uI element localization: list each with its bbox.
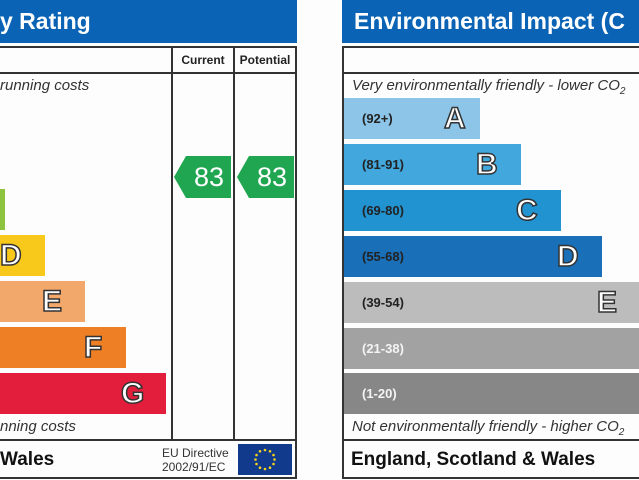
bottom-caption: nning costs	[0, 418, 76, 435]
column-potential-header: Potential	[239, 53, 291, 67]
directive-line: 2002/91/EC	[162, 460, 226, 474]
divider	[342, 477, 639, 479]
footer-region: Wales	[0, 449, 55, 470]
band-letter: C	[515, 193, 538, 228]
current-rating-arrow: 83	[174, 156, 231, 198]
divider	[233, 46, 235, 440]
eu-flag-icon	[238, 444, 292, 475]
band-b: (81-91) B	[344, 144, 521, 185]
band-letter: D	[556, 239, 579, 274]
band-letter: D	[0, 238, 22, 273]
band-g: (1-20)	[344, 373, 639, 414]
potential-rating-arrow: 83	[237, 156, 294, 198]
divider	[342, 72, 639, 74]
divider	[342, 46, 639, 48]
energy-rating-title: y Rating	[0, 0, 297, 43]
environmental-impact-title: Environmental Impact (C	[342, 0, 639, 43]
band-range: (92+)	[362, 111, 393, 126]
divider	[295, 46, 297, 479]
divider	[342, 46, 344, 479]
band-e: E	[0, 281, 85, 322]
directive-line: EU Directive	[162, 446, 229, 460]
band-c	[0, 189, 5, 230]
band-range: (81-91)	[362, 157, 404, 172]
bottom-caption: Not environmentally friendly - higher CO…	[352, 418, 624, 438]
footer-region: England, Scotland & Wales	[351, 449, 596, 470]
band-range: (55-68)	[362, 249, 404, 264]
column-current-header: Current	[181, 53, 225, 67]
divider	[0, 72, 297, 74]
band-letter: E	[596, 285, 618, 320]
divider	[342, 439, 639, 441]
band-f: F	[0, 327, 126, 368]
band-d: (55-68) D	[344, 236, 602, 277]
caption-text: Not environmentally friendly - higher CO	[352, 418, 619, 435]
divider	[0, 439, 297, 441]
eu-directive: EU Directive 2002/91/EC	[162, 446, 229, 474]
band-letter: G	[120, 376, 145, 411]
subscript: 2	[619, 86, 626, 97]
top-caption: Very environmentally friendly - lower CO…	[352, 77, 625, 97]
divider	[0, 46, 297, 48]
band-range: (39-54)	[362, 295, 404, 310]
divider	[171, 46, 173, 440]
top-caption: running costs	[0, 77, 90, 94]
band-a: (92+) A	[344, 98, 480, 139]
subscript: 2	[618, 427, 625, 438]
band-range: (69-80)	[362, 203, 404, 218]
band-range: (1-20)	[362, 386, 397, 401]
band-letter: F	[83, 330, 103, 365]
divider	[0, 477, 297, 479]
band-f: (21-38)	[344, 328, 639, 369]
band-g: G	[0, 373, 166, 414]
band-e: (39-54) E	[344, 282, 639, 323]
band-letter: B	[475, 147, 498, 182]
band-c: (69-80) C	[344, 190, 561, 231]
band-range: (21-38)	[362, 341, 404, 356]
band-letter: E	[41, 284, 63, 319]
caption-text: Very environmentally friendly - lower CO	[352, 77, 620, 94]
band-letter: A	[443, 101, 466, 136]
band-d: D	[0, 235, 45, 276]
